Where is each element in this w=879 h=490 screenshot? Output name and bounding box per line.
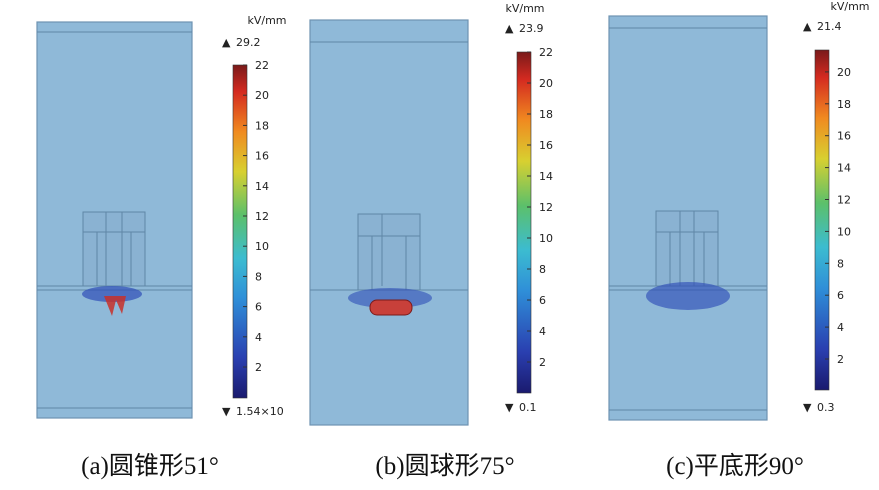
tick-label: 6	[837, 289, 844, 302]
max-icon: ▲	[222, 36, 231, 49]
unit-label: kV/mm	[830, 0, 869, 13]
tick-label: 2	[255, 361, 262, 374]
tick-label: 10	[255, 240, 269, 253]
unit-label: kV/mm	[247, 14, 286, 27]
min-label: 0.1	[519, 401, 537, 414]
model-a	[36, 21, 193, 419]
tick-label: 14	[539, 170, 553, 183]
tick-label: 18	[255, 119, 269, 132]
tick-label: 10	[539, 232, 553, 245]
tick-label: 22	[539, 46, 553, 59]
tick-label: 8	[837, 257, 844, 270]
tick-label: 18	[837, 98, 851, 111]
min-icon: ▼	[803, 401, 812, 414]
tick-label: 6	[539, 294, 546, 307]
tick-label: 4	[539, 325, 546, 338]
tick-label: 6	[255, 301, 262, 314]
tick-label: 16	[837, 130, 851, 143]
max-label: 23.9	[519, 22, 544, 35]
model-b	[309, 19, 469, 426]
caption: (b)圆球形75°	[375, 452, 514, 480]
tick-label: 12	[539, 201, 553, 214]
tick-label: 2	[539, 356, 546, 369]
colorbar	[516, 51, 532, 394]
min-label: 0.3	[817, 401, 835, 414]
tick-label: 16	[255, 150, 269, 163]
caption: (a)圆锥形51°	[81, 452, 219, 480]
min-icon: ▼	[222, 405, 231, 418]
tick-label: 20	[255, 89, 269, 102]
caption: (c)平底形90°	[666, 452, 804, 480]
tick-label: 12	[255, 210, 269, 223]
min-label: 1.54×10	[236, 405, 284, 418]
tick-label: 20	[539, 77, 553, 90]
tick-label: 8	[539, 263, 546, 276]
tick-label: 12	[837, 194, 851, 207]
tick-label: 16	[539, 139, 553, 152]
tick-label: 2	[837, 353, 844, 366]
tick-label: 4	[255, 331, 262, 344]
tick-label: 22	[255, 59, 269, 72]
tick-label: 14	[837, 162, 851, 175]
max-label: 21.4	[817, 20, 842, 33]
colorbar	[232, 64, 248, 399]
unit-label: kV/mm	[505, 2, 544, 15]
tick-label: 8	[255, 270, 262, 283]
tick-label: 14	[255, 180, 269, 193]
colorbar	[814, 49, 830, 391]
tick-label: 4	[837, 321, 844, 334]
tick-label: 18	[539, 108, 553, 121]
tick-label: 20	[837, 66, 851, 79]
max-icon: ▲	[803, 20, 812, 33]
max-icon: ▲	[505, 22, 514, 35]
min-icon: ▼	[505, 401, 514, 414]
model-c	[608, 15, 768, 421]
max-label: 29.2	[236, 36, 261, 49]
tick-label: 10	[837, 225, 851, 238]
